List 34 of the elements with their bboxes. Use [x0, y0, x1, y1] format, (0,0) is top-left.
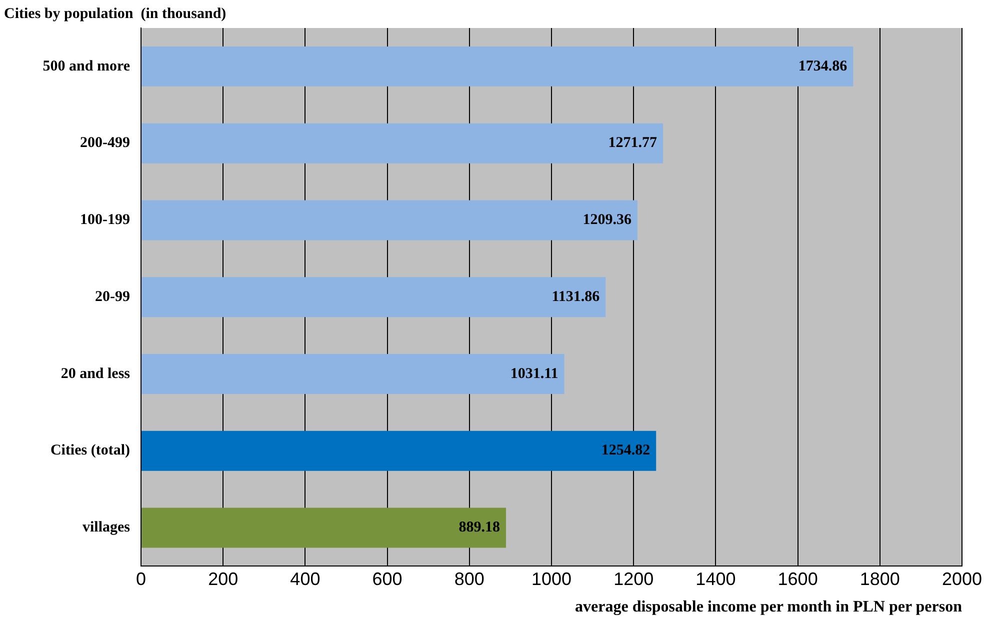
- x-tick-label: 800: [454, 568, 484, 589]
- data-label: 1031.11: [510, 366, 558, 382]
- bar: [142, 508, 506, 548]
- y-tick-label: 20 and less: [60, 366, 130, 382]
- x-tick-label: 1200: [614, 568, 654, 589]
- data-label: 1254.82: [601, 442, 650, 459]
- bar: [142, 200, 638, 240]
- y-tick-label: 200-499: [80, 135, 130, 152]
- bar: [142, 277, 606, 318]
- data-label: 889.18: [458, 520, 500, 536]
- x-tick-label: 1600: [778, 568, 818, 589]
- data-label: 1271.77: [608, 135, 658, 152]
- y-tick-label: 500 and more: [42, 58, 130, 74]
- x-axis-title: average disposable income per month in PLN per person: [575, 598, 962, 616]
- y-tick-label: 20-99: [95, 288, 130, 305]
- y-tick-label: 100-199: [80, 212, 130, 228]
- bar: [142, 123, 664, 164]
- x-tick-label: 2000: [942, 568, 982, 589]
- y-tick-label: villages: [82, 520, 130, 536]
- x-tick-label: 0: [136, 568, 146, 589]
- data-label: 1131.86: [552, 288, 600, 305]
- x-tick-label: 600: [372, 568, 402, 589]
- x-tick-label: 1800: [860, 568, 900, 589]
- data-label: 1209.36: [582, 212, 632, 228]
- bar: [142, 354, 564, 394]
- x-tick-label: 400: [290, 568, 320, 589]
- bar: [142, 430, 656, 471]
- x-tick-label: 1000: [531, 568, 572, 589]
- y-tick-label: Cities (total): [50, 442, 130, 459]
- x-tick-label: 1400: [696, 568, 736, 589]
- x-tick-label: 200: [208, 568, 238, 589]
- y-axis-title: Cities by population (in thousand): [4, 6, 226, 23]
- data-label: 1734.86: [798, 58, 848, 74]
- bar: [142, 46, 854, 86]
